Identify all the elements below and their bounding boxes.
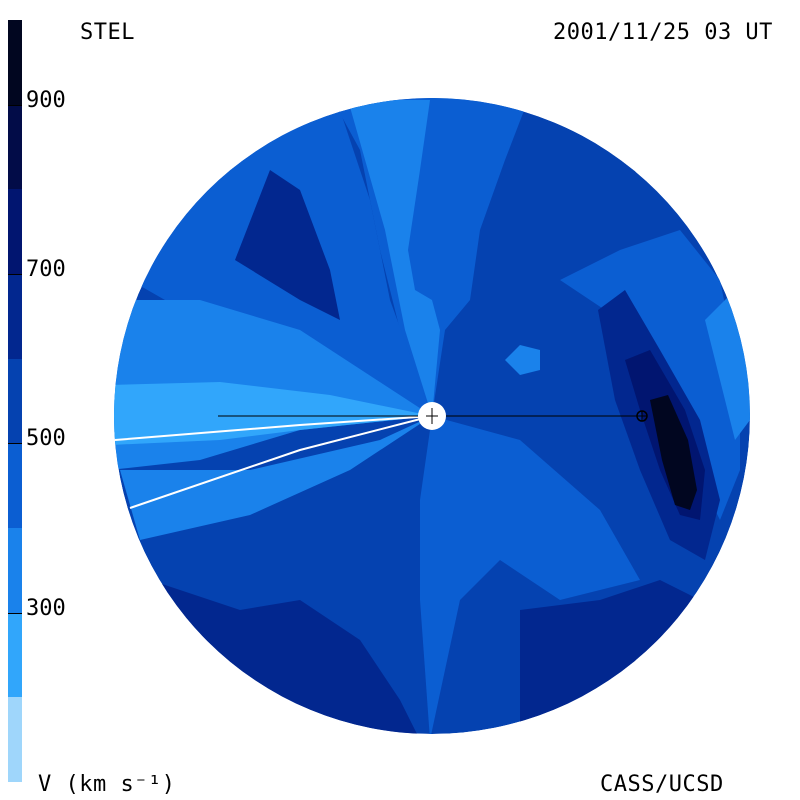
left-lower-light-region [120,416,432,540]
upper-light-region [348,100,440,416]
streamer-line-2 [129,415,433,509]
colorbar-segment [8,612,22,698]
colorbar-tick [8,274,22,275]
lower-left-dark-region [150,580,420,734]
colorbar-segment [8,189,22,274]
colorbar-segment [8,104,22,190]
upper-left-dark-region [235,170,340,320]
colorbar-segment [8,20,22,105]
lower-center-region [420,416,640,734]
center-blob-region [505,345,540,375]
colorbar-tick-label: 900 [26,87,66,113]
credit-label: CASS/UCSD [600,772,724,797]
colorbar-segment [8,443,22,528]
colorbar-tick-label: 300 [26,595,66,621]
colorbar-tick-label: 500 [26,426,66,452]
colorbar-tick [8,104,22,106]
solar-wind-regions [114,98,750,734]
colorbar-tick [8,443,22,445]
velocity-colorbar [8,20,22,782]
streamer-line-1 [114,415,433,441]
lower-right-dark-region [520,580,700,734]
unit-label: V (km s⁻¹) [38,772,176,797]
colorbar-tick [8,612,22,614]
right-darkest-region [650,395,697,510]
colorbar-tick-label: 700 [26,257,66,282]
timestamp-label: 2001/11/25 03 UT [553,20,773,45]
colorbar-segment [8,528,22,613]
colorbar-segment [8,358,22,444]
colorbar-segment [8,697,22,782]
left-lightest-region [114,382,432,445]
colorbar-segment [8,274,22,359]
instrument-label: STEL [80,20,135,45]
